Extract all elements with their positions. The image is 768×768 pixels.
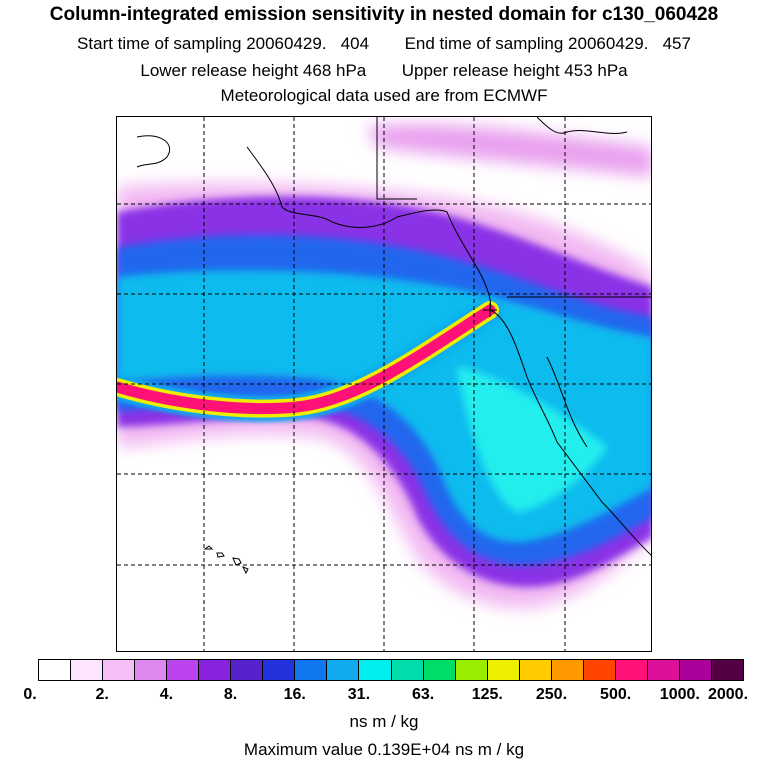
color-scale-segment	[167, 660, 200, 680]
color-scale-segment	[615, 660, 648, 680]
color-scale-segment	[39, 660, 72, 680]
color-scale-segment	[455, 660, 488, 680]
plot-title: Column-integrated emission sensitivity i…	[49, 4, 719, 25]
color-scale-tick-label: 1000.	[659, 686, 700, 703]
color-scale-segment	[583, 660, 616, 680]
upper-release-value: 453 hPa	[564, 61, 628, 80]
sensitivity-map	[116, 116, 652, 652]
color-scale-segment	[487, 660, 520, 680]
color-scale-segment	[679, 660, 712, 680]
color-scale-tick-label: 31.	[347, 686, 371, 703]
maximum-value-note: Maximum value 0.139E+04 ns m / kg	[243, 740, 525, 759]
color-scale-units: ns m / kg	[349, 712, 419, 731]
color-scale-segment	[711, 660, 744, 680]
coastline	[136, 117, 651, 575]
start-label: Start time of sampling	[77, 34, 242, 53]
end-value: 20060429. 457	[568, 34, 691, 53]
color-scale-tick-label: 8.	[223, 686, 238, 703]
lower-release-label: Lower release height	[140, 61, 299, 80]
color-scale-segment	[551, 660, 584, 680]
lower-release-value: 468 hPa	[302, 61, 367, 80]
color-scale-segment	[231, 660, 264, 680]
color-scale-segment	[359, 660, 392, 680]
sampling-times: Start time of sampling 20060429. 404 End…	[0, 34, 768, 54]
release-heights: Lower release height 468 hPa Upper relea…	[0, 61, 768, 81]
color-scale-segment	[199, 660, 232, 680]
color-scale-segment	[135, 660, 168, 680]
plume-trajectory	[117, 297, 503, 422]
lat-lon-grid	[117, 117, 651, 651]
color-scale-segment	[71, 660, 104, 680]
color-scale-tick-label: 63.	[411, 686, 435, 703]
color-scale-tick-label: 500.	[600, 686, 632, 703]
upper-release-label: Upper release height	[401, 61, 560, 80]
color-scale-tick-label: 4.	[159, 686, 174, 703]
color-scale-ticks: 0. 2. 4. 8. 16. 31. 63. 125. 250. 500. 1000. 2000.	[0, 686, 768, 706]
color-scale-tick-label: 125.	[471, 686, 503, 703]
color-scale-segment	[647, 660, 680, 680]
color-scale-tick-label: 16.	[283, 686, 306, 703]
color-scale-segment	[519, 660, 552, 680]
start-value: 20060429. 404	[246, 34, 370, 53]
met-source: Meteorological data used are from ECMWF	[220, 86, 548, 105]
color-scale-segment	[327, 660, 360, 680]
color-scale-segment	[423, 660, 456, 680]
color-scale-tick-label: 250.	[535, 686, 568, 703]
color-scale-segment	[391, 660, 424, 680]
color-scale-tick-label: 2000.	[707, 686, 749, 703]
color-scale-segment	[263, 660, 296, 680]
color-scale-segment	[103, 660, 136, 680]
color-scale-tick-label: 2.	[95, 686, 109, 703]
end-label: End time of sampling	[404, 34, 564, 53]
color-scale-segment	[295, 660, 328, 680]
color-scale-bar	[38, 659, 744, 681]
color-scale-tick-label: 0.	[23, 686, 37, 703]
map-field	[117, 117, 651, 651]
